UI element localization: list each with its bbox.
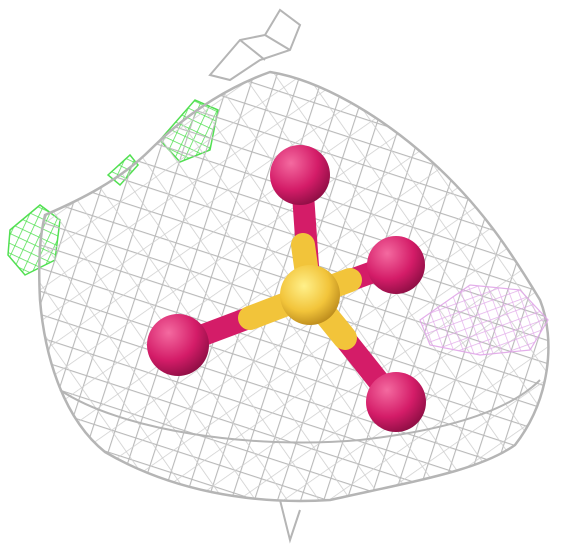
sulfate (147, 145, 426, 432)
pink-mesh (419, 284, 549, 356)
